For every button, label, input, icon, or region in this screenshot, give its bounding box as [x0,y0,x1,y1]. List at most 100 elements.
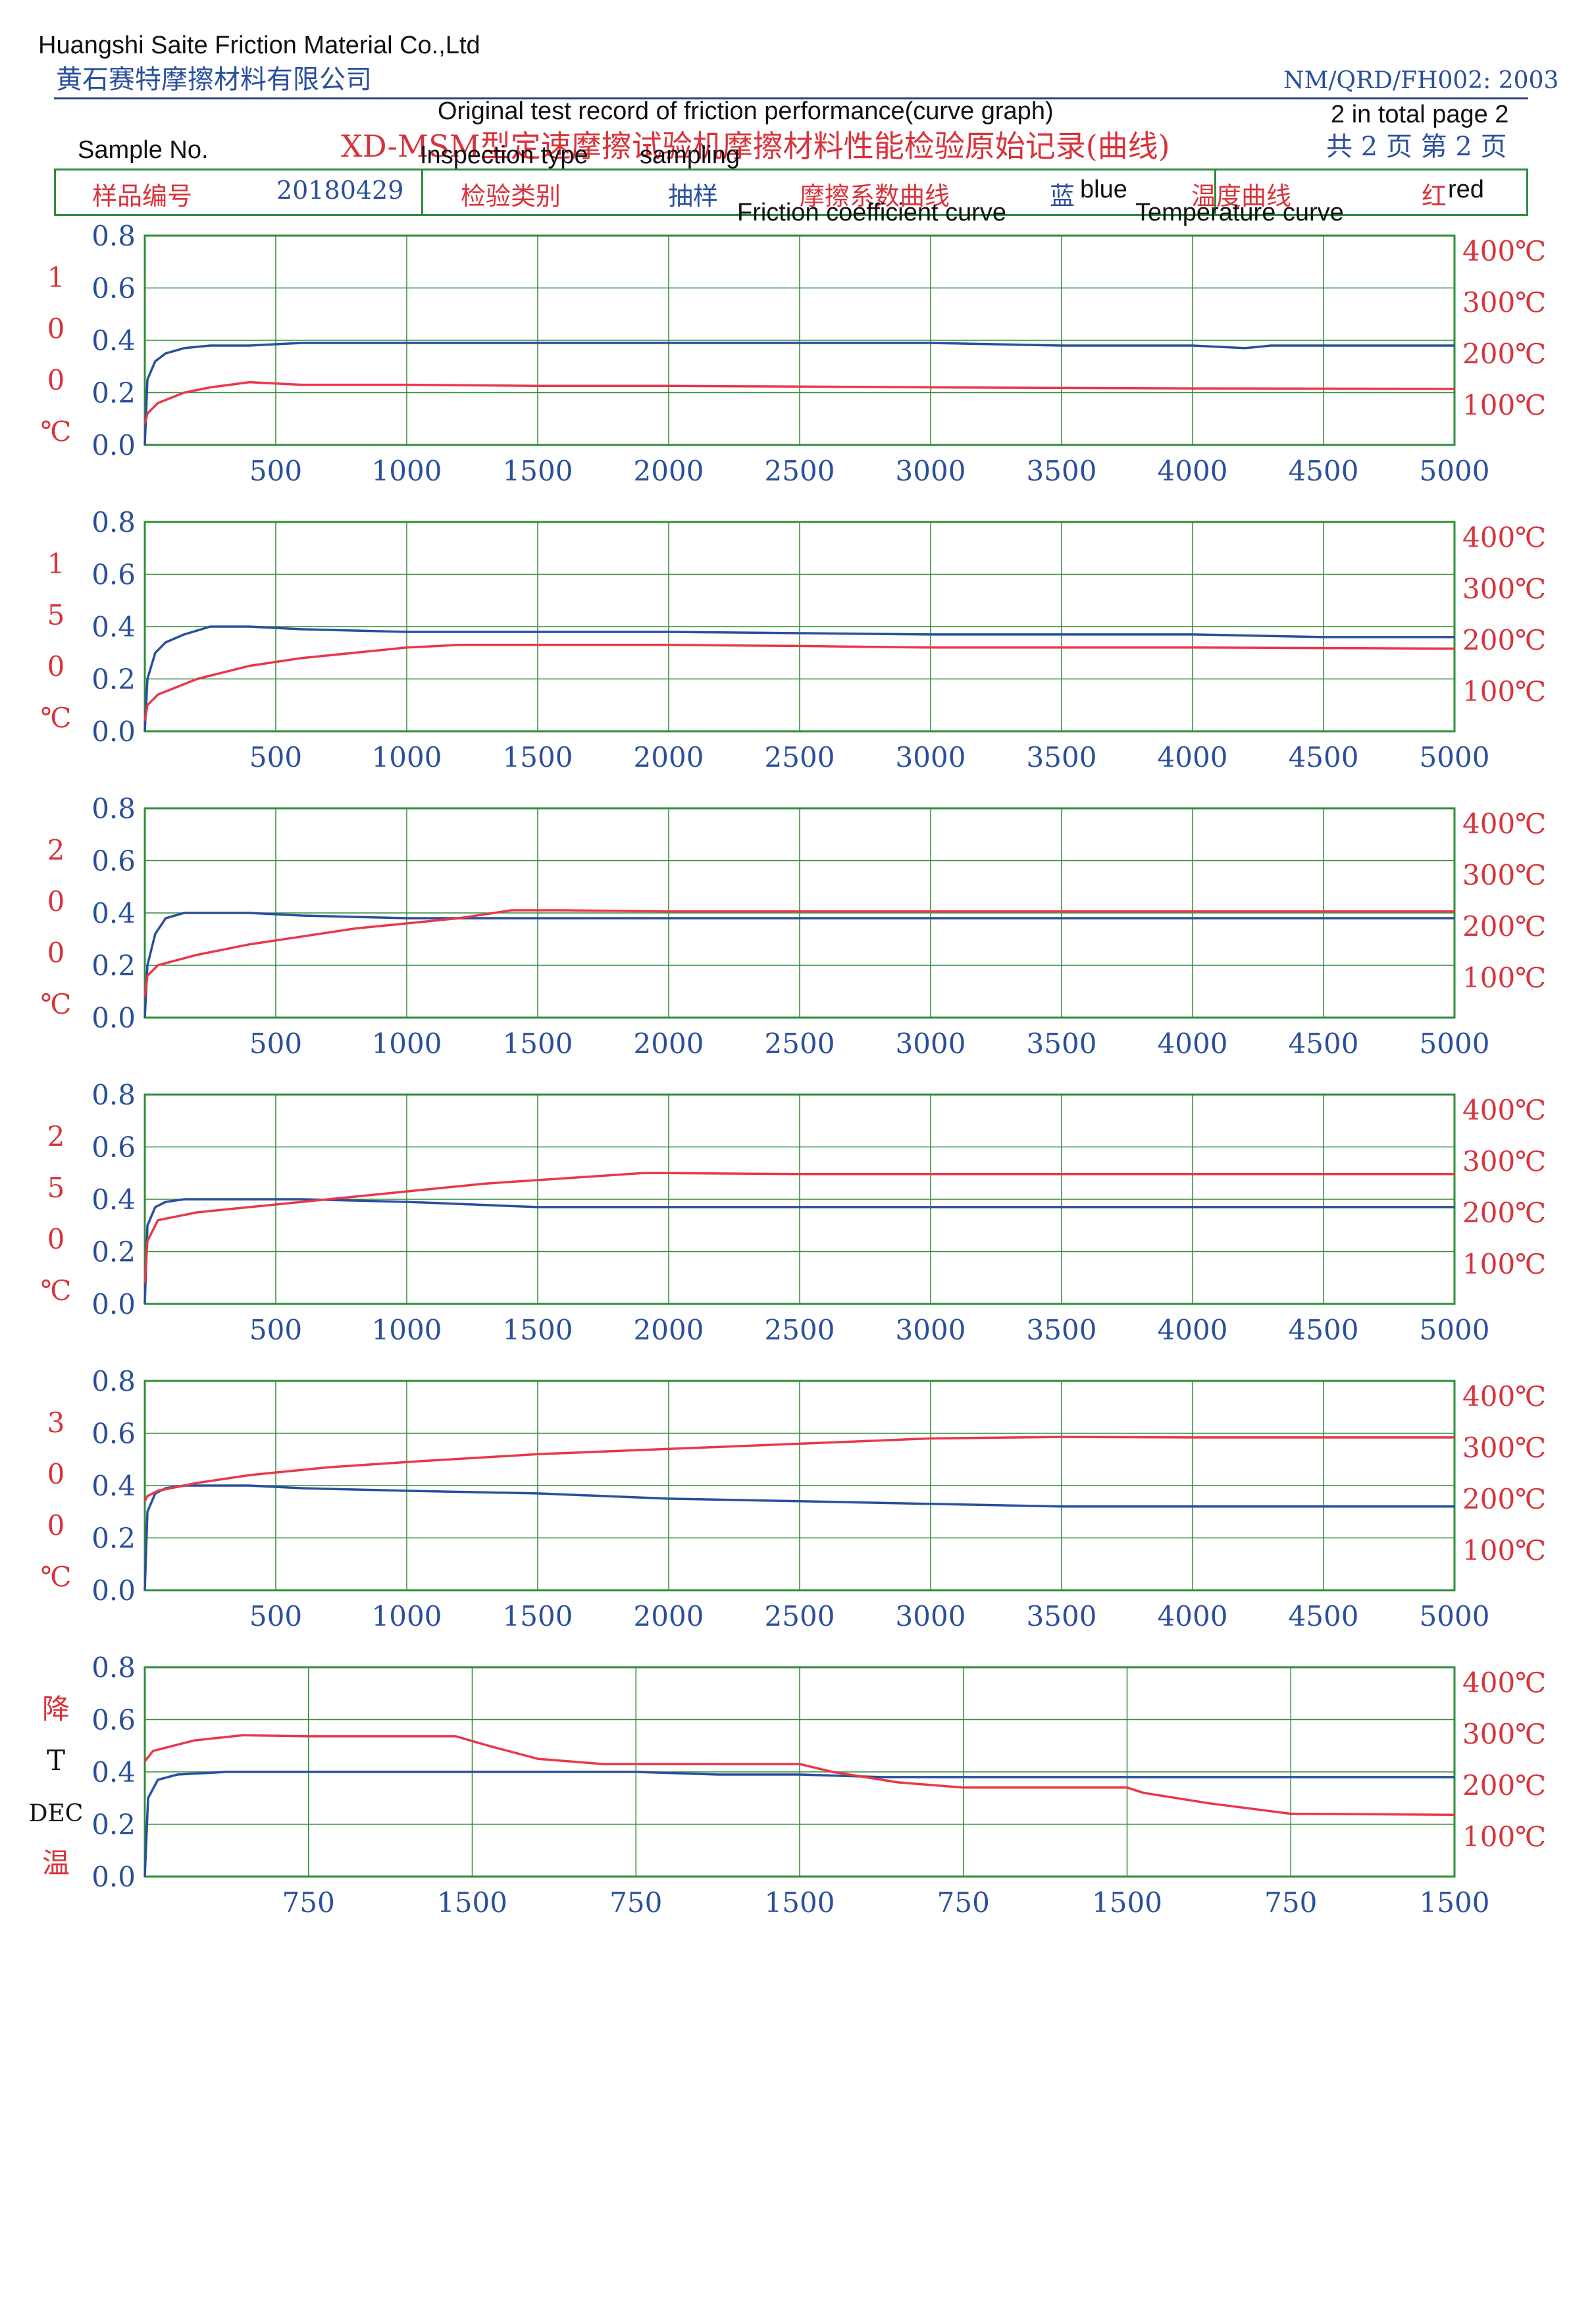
right-tick-label: 200℃ [1462,910,1546,943]
friction-curve-label-cn: 摩擦系数曲线 [800,182,950,211]
x-tick-label: 2000 [634,1314,704,1346]
left-tick-label: 0.4 [91,897,136,929]
plot-frame [143,807,1456,1019]
company-name-en: Huangshi Saite Friction Material Co.,Ltd [38,32,480,59]
blue-label-en: blue [1080,176,1127,203]
x-tick-label: 2500 [765,1600,835,1632]
left-tick-label: 0.8 [91,1365,136,1397]
page-count-cn: 共 2 页 第 2 页 [1326,132,1507,162]
side-label: ℃ [41,988,72,1020]
right-tick-label: 300℃ [1462,286,1546,319]
x-tick-label: 4000 [1158,1314,1228,1346]
inspection-type-label-cn: 检验类别 [461,182,561,211]
x-tick-label: 2500 [765,1027,835,1060]
x-tick-label: 2500 [765,455,835,487]
left-tick-label: 0.2 [91,663,136,696]
right-tick-label: 100℃ [1462,962,1546,994]
temperature-curve-label-en: Temperature curve [1135,199,1344,226]
right-tick-label: 300℃ [1462,573,1546,605]
x-tick-label: 4500 [1289,1314,1359,1346]
table-divider [421,170,423,214]
side-label: 0 [47,1223,65,1255]
right-tick-label: 100℃ [1462,1821,1546,1853]
friction-curve-blue [143,912,1454,1018]
x-tick-label: 750 [937,1886,990,1919]
x-tick-label: 5000 [1420,1027,1490,1060]
x-tick-label: 3000 [896,1600,966,1632]
friction-curve-blue [143,342,1454,446]
temperature-curve-red [143,909,1454,997]
left-tick-label: 0.0 [91,715,136,748]
x-tick-label: 5000 [1420,741,1490,773]
x-tick-label: 2500 [765,741,835,773]
x-tick-label: 4500 [1289,1600,1359,1632]
left-tick-label: 0.8 [91,1079,136,1111]
left-tick-label: 0.6 [91,1704,136,1736]
header-rule [54,97,1528,99]
x-tick-label: 1500 [765,1886,835,1919]
temperature-curve-label-cn: 温度曲线 [1191,182,1292,211]
side-label: 0 [47,885,65,918]
left-tick-label: 0.4 [91,1470,136,1502]
side-label: 1 [47,261,65,294]
friction-curve-blue [143,1771,1454,1877]
right-tick-label: 400℃ [1462,808,1546,840]
x-tick-label: 1000 [372,741,442,773]
x-tick-label: 2000 [634,455,704,487]
right-tick-label: 300℃ [1462,859,1546,891]
sample-no-label-en: Sample No. [78,136,209,164]
x-tick-label: 1500 [503,1027,573,1060]
x-tick-label: 1500 [1420,1886,1490,1919]
left-tick-label: 0.0 [91,1002,136,1034]
left-tick-label: 0.0 [91,1288,136,1320]
side-label: 2 [47,834,65,866]
side-label: 5 [47,599,65,631]
left-tick-label: 0.8 [91,506,136,538]
right-tick-label: 400℃ [1462,235,1546,267]
friction-curve-label-en: Friction coefficient curve [737,199,1007,226]
temperature-curve-red [143,1436,1454,1502]
x-tick-label: 2500 [765,1314,835,1346]
side-label: 1 [47,548,65,580]
side-label: 0 [47,313,65,345]
side-label: 降 [42,1693,70,1725]
left-tick-label: 0.8 [91,1651,136,1684]
left-tick-label: 0.6 [91,559,136,591]
table-divider [1214,170,1216,214]
side-label: 2 [47,1120,65,1153]
side-label: 0 [47,1509,65,1542]
right-tick-label: 400℃ [1462,521,1546,554]
title-cn: XD-MSM型定速摩擦试验机摩擦材料性能检验原始记录(曲线) [341,128,1170,164]
x-tick-label: 1500 [1092,1886,1162,1919]
x-tick-label: 4000 [1158,1027,1228,1060]
left-tick-label: 0.6 [91,1131,136,1164]
left-tick-label: 0.6 [91,845,136,877]
right-tick-label: 400℃ [1462,1094,1546,1126]
x-tick-label: 4500 [1289,455,1359,487]
x-tick-label: 3500 [1027,1314,1097,1346]
title-en: Original test record of friction perform… [438,97,1054,125]
side-label: 0 [47,937,65,969]
side-label: ℃ [41,1274,72,1307]
right-tick-label: 300℃ [1462,1432,1546,1464]
side-label: ℃ [41,1561,72,1593]
side-label: 0 [47,364,65,396]
side-label: T [47,1744,65,1777]
plot-frame [143,1666,1456,1878]
side-label: 0 [47,650,65,683]
x-tick-label: 2000 [634,741,704,773]
temperature-curve-red [143,380,1455,425]
left-tick-label: 0.4 [91,1183,136,1216]
right-tick-label: 200℃ [1462,338,1546,370]
x-tick-label: 3000 [896,1027,966,1060]
x-tick-label: 3500 [1027,1027,1097,1060]
x-tick-label: 4000 [1158,1600,1228,1632]
right-tick-label: 200℃ [1462,1769,1546,1802]
left-tick-label: 0.6 [91,1418,136,1450]
left-tick-label: 0.4 [91,1756,136,1788]
right-tick-label: 300℃ [1462,1718,1546,1750]
x-tick-label: 500 [249,1600,302,1632]
sample-no-label-cn: 样品编号 [92,182,193,211]
side-label: ℃ [41,702,72,734]
left-tick-label: 0.8 [91,220,136,252]
